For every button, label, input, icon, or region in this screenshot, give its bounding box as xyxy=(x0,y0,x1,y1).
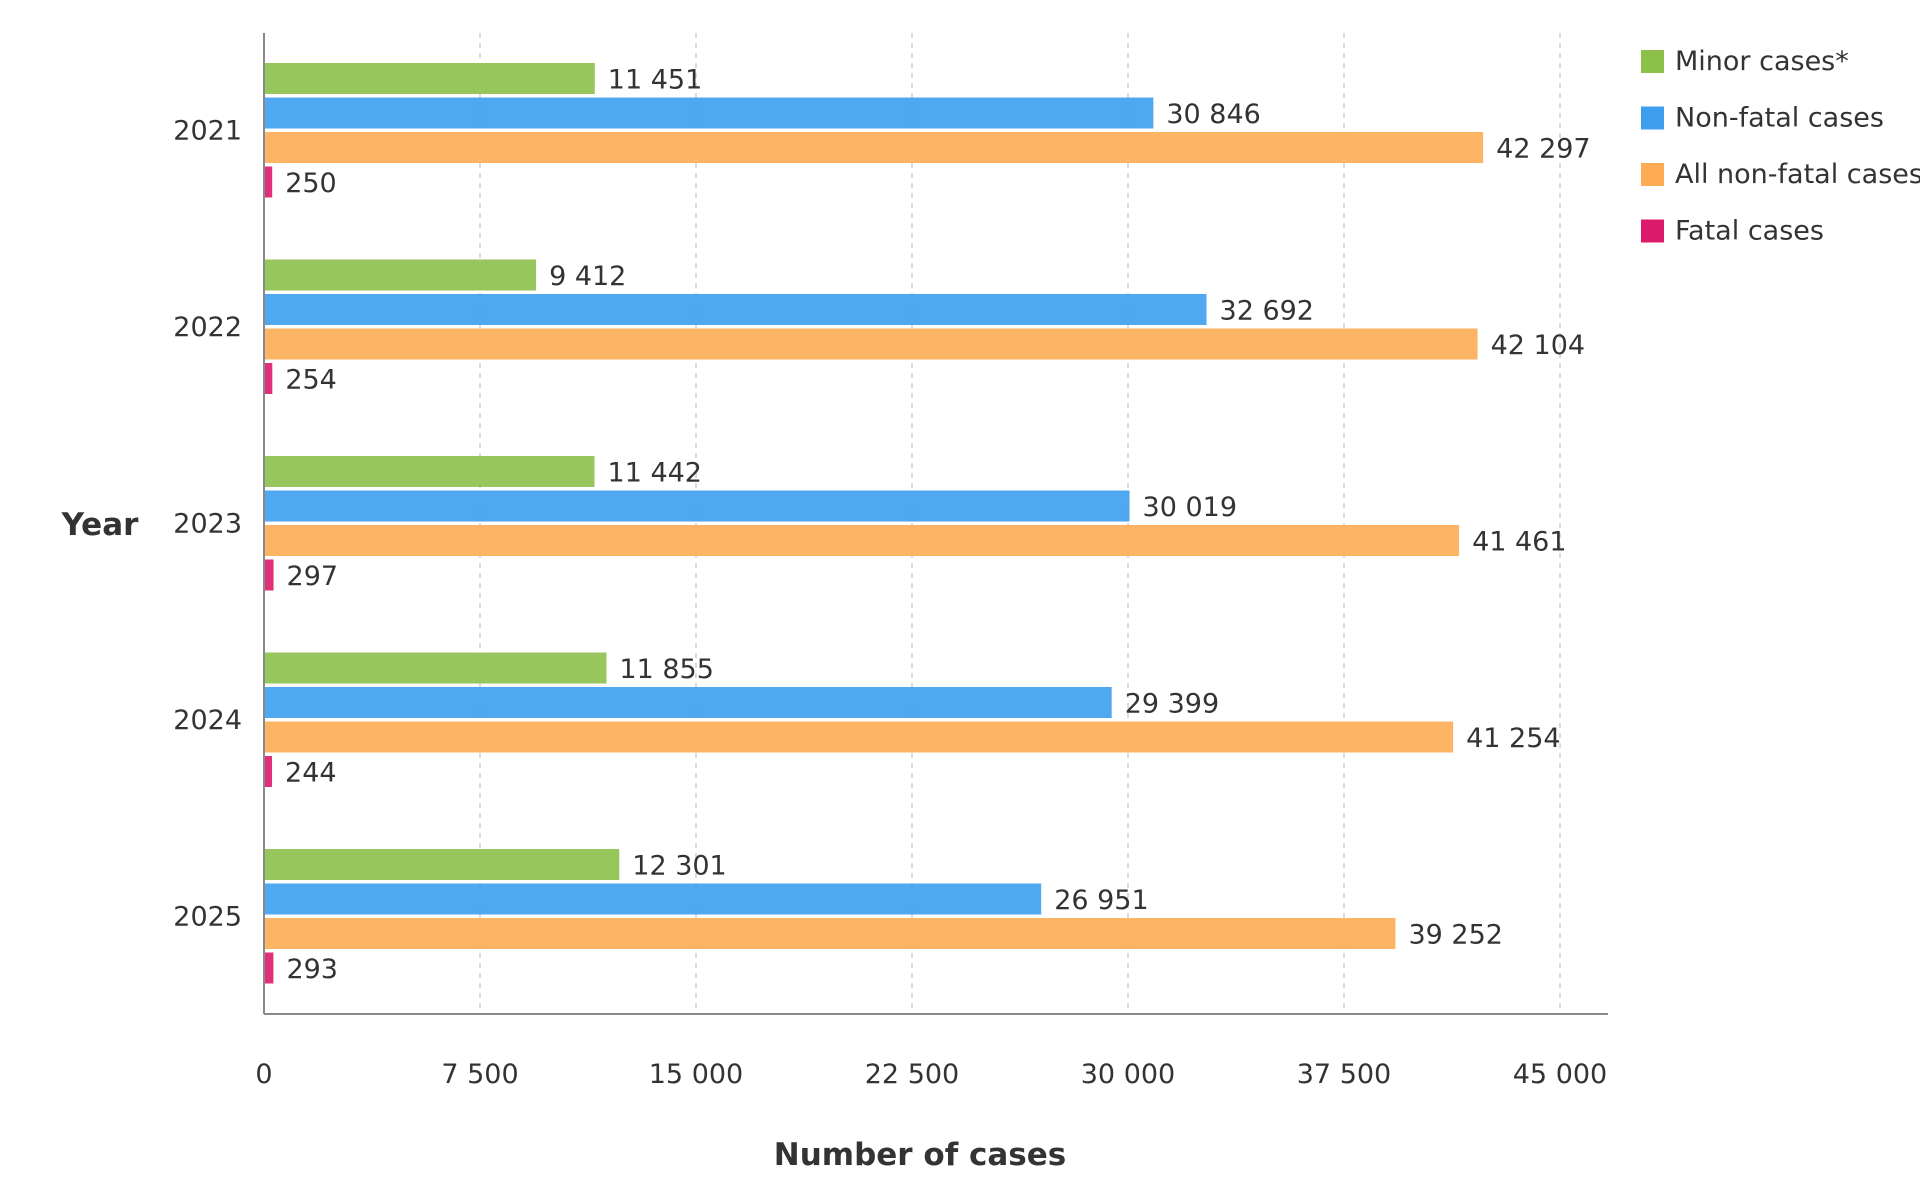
data-label: 29 399 xyxy=(1125,689,1219,720)
axes xyxy=(263,33,1608,1015)
y-category-label: 2022 xyxy=(173,312,242,343)
y-category-label: 2023 xyxy=(173,508,242,539)
x-tick-label: 30 000 xyxy=(1081,1059,1175,1090)
y-category-label: 2024 xyxy=(173,705,242,736)
bars xyxy=(265,63,1484,984)
legend-label: Fatal cases xyxy=(1675,216,1824,247)
data-label: 42 104 xyxy=(1491,330,1585,361)
legend-label: All non-fatal cases xyxy=(1675,159,1920,190)
data-label: 11 451 xyxy=(608,65,702,96)
y-category-label: 2021 xyxy=(173,115,242,146)
legend-label: Non-fatal cases xyxy=(1675,103,1884,134)
data-label: 41 254 xyxy=(1466,723,1560,754)
data-label: 250 xyxy=(285,168,337,199)
x-tick-label: 45 000 xyxy=(1513,1059,1607,1090)
y-category-label: 2025 xyxy=(173,901,242,932)
x-tick-label: 22 500 xyxy=(865,1059,959,1090)
data-label: 254 xyxy=(285,365,337,396)
data-label: 12 301 xyxy=(632,851,726,882)
bar xyxy=(265,525,1460,556)
bar xyxy=(265,721,1454,753)
bar xyxy=(265,883,1042,915)
bar xyxy=(265,756,273,787)
data-label: 30 846 xyxy=(1166,99,1260,130)
bar xyxy=(265,952,274,984)
legend-swatch xyxy=(1641,106,1664,130)
bar xyxy=(265,687,1112,718)
legend: Minor cases* Non-fatal cases All non-fatal… xyxy=(1641,46,1920,247)
legend-swatch xyxy=(1641,163,1664,186)
bar xyxy=(265,363,273,394)
bar xyxy=(265,166,273,198)
legend-swatch xyxy=(1641,50,1664,73)
data-label: 26 951 xyxy=(1054,885,1148,916)
bar xyxy=(265,849,620,880)
bar xyxy=(265,490,1130,522)
x-axis-title: Number of cases xyxy=(774,1137,1066,1173)
data-label: 9 412 xyxy=(549,261,626,292)
bar xyxy=(265,97,1154,129)
bar xyxy=(265,294,1207,325)
bar xyxy=(265,456,595,487)
x-tick-label: 15 000 xyxy=(649,1059,743,1090)
data-label: 11 855 xyxy=(619,654,713,685)
data-label: 42 297 xyxy=(1496,134,1590,165)
data-label: 41 461 xyxy=(1472,527,1566,558)
legend-label: Minor cases* xyxy=(1675,46,1849,77)
data-label: 30 019 xyxy=(1143,492,1237,523)
data-label: 293 xyxy=(286,954,338,985)
labels: 0 7 500 15 000 22 500 30 000 37 500 45 000 2021… xyxy=(173,65,1607,1091)
legend-swatch xyxy=(1641,219,1664,243)
y-axis-title: Year xyxy=(61,507,140,543)
bar xyxy=(265,652,607,684)
bar xyxy=(265,132,1484,163)
data-label: 11 442 xyxy=(608,458,702,489)
data-label: 39 252 xyxy=(1408,920,1502,951)
bar xyxy=(265,328,1478,360)
bar xyxy=(265,63,595,94)
bar xyxy=(265,259,537,291)
data-label: 244 xyxy=(285,758,337,789)
x-tick-label: 37 500 xyxy=(1297,1059,1391,1090)
data-label: 32 692 xyxy=(1220,296,1314,327)
bar xyxy=(265,918,1396,949)
data-label: 297 xyxy=(287,561,339,592)
bar xyxy=(265,559,274,591)
x-tick-label: 0 xyxy=(255,1059,272,1090)
gridlines xyxy=(479,33,1561,1014)
x-tick-label: 7 500 xyxy=(441,1059,518,1090)
